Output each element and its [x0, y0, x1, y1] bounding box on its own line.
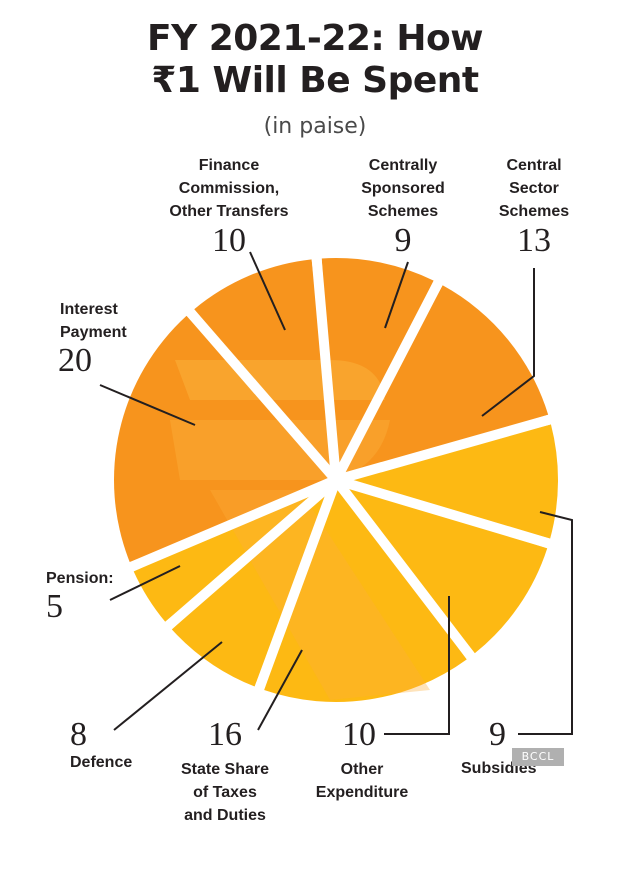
slice-gap-8 [126, 475, 338, 573]
leader-central-sector-schemes [481, 268, 535, 417]
leader-centrally-sponsored-schemes [384, 261, 409, 329]
leader-interest-payment [99, 384, 196, 426]
slice-value-finance-commission: 10 [212, 222, 246, 259]
slice-gap-3 [334, 413, 555, 485]
pie-slice-defence [171, 480, 336, 687]
leader-state-share [257, 649, 303, 731]
slice-gap-4 [334, 475, 555, 550]
leader-other-expenditure [384, 596, 450, 735]
slice-label-interest-payment: Interest Payment [60, 301, 127, 341]
chart-title-line-2: ₹1 Will Be Spent [151, 60, 479, 101]
watermark-badge: BCCL [512, 748, 564, 766]
leader-pension [109, 565, 181, 601]
slice-value-pension: 5 [46, 588, 63, 625]
slice-label-other-expenditure: Other Expenditure [315, 761, 409, 801]
pie-slice-subsidies [336, 424, 558, 539]
pie-slice-centrally-sponsored-schemes [321, 258, 434, 480]
slice-gap-7 [162, 476, 340, 633]
pie-slice-central-sector-schemes [336, 285, 549, 480]
slice-value-central-sector-schemes: 13 [517, 222, 551, 259]
slice-label-central-sector-schemes: Central Sector Schemes [498, 157, 570, 220]
slice-gap-2 [331, 277, 445, 483]
slice-value-interest-payment: 20 [58, 342, 92, 379]
chart-title-line-1: FY 2021-22: How [147, 18, 483, 59]
slice-label-centrally-sponsored-schemes: Centrally Sponsored Schemes [361, 157, 445, 220]
pie-slice-pension [133, 480, 336, 622]
slice-gap-6 [253, 478, 341, 694]
leader-defence [113, 641, 223, 731]
slice-value-subsidies: 9 [489, 716, 506, 753]
chart-subtitle: (in paise) [263, 114, 367, 139]
slice-gap-5 [332, 476, 478, 663]
pie-slice-state-share-of-taxes-and-duties [264, 480, 467, 702]
leader-finance-commission [249, 251, 286, 331]
pie-slice-other-expenditure [336, 480, 548, 654]
rupee-symbol-stroke-1 [175, 360, 385, 400]
slice-gap-1 [311, 254, 341, 481]
slice-value-defence: 8 [70, 716, 87, 753]
slice-label-finance-commission: Finance Commission, Other Transfers [169, 157, 289, 220]
slice-value-other-expenditure: 10 [342, 716, 376, 753]
slice-gap-9 [183, 306, 340, 484]
slice-value-centrally-sponsored-schemes: 9 [394, 222, 412, 259]
slice-label-state-share: State Share of Taxes and Duties [180, 761, 270, 824]
slice-value-state-share: 16 [208, 716, 242, 753]
slice-label-pension: Pension: [46, 570, 114, 587]
leader-subsidies [518, 511, 573, 735]
slice-label-defence: Defence [70, 754, 133, 771]
